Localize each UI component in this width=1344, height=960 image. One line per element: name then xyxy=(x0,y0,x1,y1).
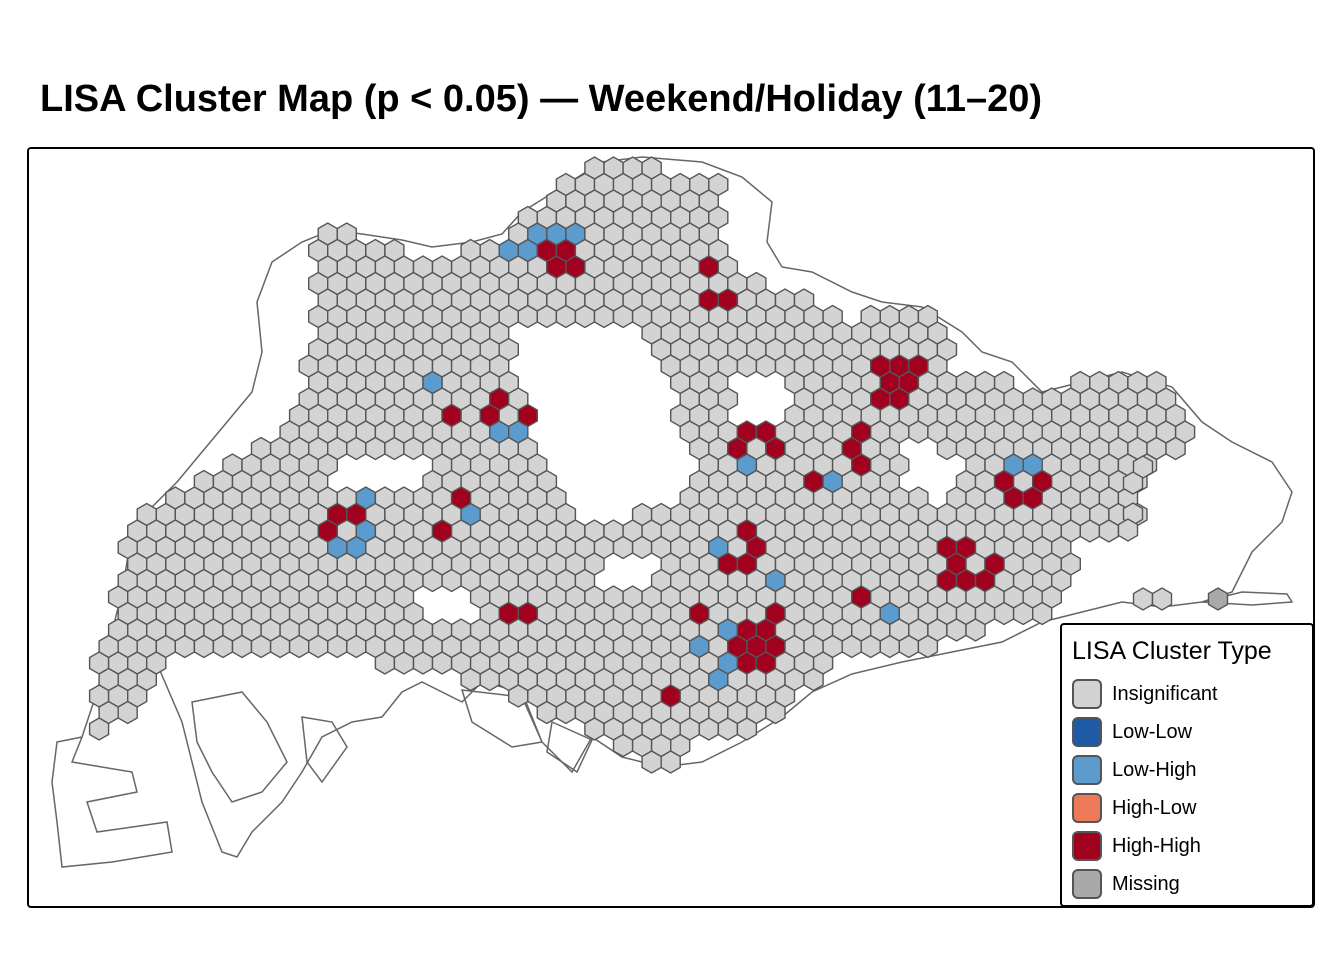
hex-cell-insignificant xyxy=(908,420,929,444)
hex-cell-missing xyxy=(1207,587,1229,611)
hex-cell-insignificant xyxy=(574,304,596,329)
hex-cell-insignificant xyxy=(422,568,443,593)
east-coast-tip xyxy=(1201,591,1294,606)
jurong-island xyxy=(191,691,288,803)
hex-cell-insignificant xyxy=(584,717,605,741)
hex-cell-insignificant xyxy=(1117,518,1139,542)
map-panel[interactable] xyxy=(27,147,1315,908)
hex-cell-insignificant xyxy=(765,700,786,725)
hex-cell-insignificant xyxy=(555,700,577,725)
hex-cell-insignificant xyxy=(269,634,291,659)
hex-cell-insignificant xyxy=(403,436,424,461)
hex-cell-insignificant xyxy=(1122,471,1144,495)
hex-cell-insignificant xyxy=(641,750,662,774)
hex-cell-insignificant xyxy=(517,304,538,329)
hex-cell-insignificant xyxy=(593,304,615,329)
hex-cell-insignificant xyxy=(88,717,110,741)
legend-title: LISA Cluster Type xyxy=(1072,637,1272,665)
hex-cell-insignificant xyxy=(1012,601,1034,626)
harbour-islet-1 xyxy=(301,716,348,784)
hex-cell-insignificant xyxy=(460,667,481,692)
legend-label: Missing xyxy=(1112,873,1180,895)
hex-cell-insignificant xyxy=(231,634,253,659)
insignificant-swatch xyxy=(1072,679,1102,709)
hex-cell-insignificant xyxy=(374,651,396,675)
legend-label: Insignificant xyxy=(1112,683,1218,705)
hex-cell-insignificant xyxy=(1079,519,1101,543)
hex-cell-insignificant xyxy=(346,436,367,461)
hexagon-grid xyxy=(88,156,1229,774)
hex-cell-insignificant xyxy=(508,684,529,708)
high-high-swatch xyxy=(1072,831,1102,861)
hex-cell-insignificant xyxy=(412,651,434,675)
hex-cell-insignificant xyxy=(612,535,634,560)
hex-cell-insignificant xyxy=(536,700,558,725)
hex-cell-insignificant xyxy=(660,750,681,774)
western-reclaimed-land xyxy=(51,735,173,868)
hex-cell-insignificant xyxy=(717,717,739,741)
hex-cell-insignificant xyxy=(346,634,367,659)
hex-cell-insignificant xyxy=(555,304,577,329)
hex-cell-insignificant xyxy=(308,634,329,659)
hex-cell-insignificant xyxy=(431,651,453,675)
hex-cell-insignificant xyxy=(993,601,1015,626)
low-high-swatch xyxy=(1072,755,1102,785)
hex-cell-insignificant xyxy=(1098,519,1120,543)
hex-cell-insignificant xyxy=(631,535,653,560)
hex-cell-insignificant xyxy=(946,618,967,642)
hex-cell-insignificant xyxy=(936,436,958,461)
hex-cell-insignificant xyxy=(612,733,634,758)
hex-cell-insignificant xyxy=(193,634,215,659)
hex-cell-insignificant xyxy=(736,717,758,741)
hex-cell-insignificant xyxy=(755,354,777,378)
hex-cell-insignificant xyxy=(965,618,986,642)
hex-cell-insignificant xyxy=(212,634,234,659)
legend-label: High-High xyxy=(1112,835,1201,857)
hex-cell-insignificant xyxy=(1151,587,1173,611)
hex-cell-insignificant xyxy=(1165,436,1186,461)
legend-label: Low-Low xyxy=(1112,721,1193,743)
hex-cell-insignificant xyxy=(327,634,348,659)
legend: LISA Cluster Type Insignificant Low-Low … xyxy=(1060,623,1314,907)
hex-cell-insignificant xyxy=(898,634,920,659)
hex-cell-insignificant xyxy=(860,634,881,659)
legend-label: Low-High xyxy=(1112,759,1197,781)
hex-cell-insignificant xyxy=(479,667,500,692)
hex-cell-insignificant xyxy=(917,634,939,659)
hex-cell-insignificant xyxy=(536,304,558,329)
hex-cell-insignificant xyxy=(365,436,386,461)
harbour-islet-3 xyxy=(546,720,594,774)
hex-cell-insignificant xyxy=(736,354,758,378)
legend-label: High-Low xyxy=(1112,797,1197,819)
hex-cell-insignificant xyxy=(288,634,310,659)
missing-swatch xyxy=(1072,869,1102,899)
hex-cell-insignificant xyxy=(441,568,462,593)
hex-cell-insignificant xyxy=(174,634,196,659)
hex-cell-insignificant xyxy=(612,304,634,329)
hex-cell-insignificant xyxy=(1132,587,1154,611)
lisa-map xyxy=(51,156,1294,868)
mainland-coastline xyxy=(81,156,1293,858)
high-low-swatch xyxy=(1072,793,1102,823)
hex-cell-insignificant xyxy=(1032,601,1053,626)
hex-cell-insignificant xyxy=(803,667,824,692)
hex-cell-insignificant xyxy=(250,634,272,659)
hex-cell-insignificant xyxy=(393,651,415,675)
hex-cell-insignificant xyxy=(879,634,900,659)
hex-cell-insignificant xyxy=(698,717,719,741)
hex-cell-insignificant xyxy=(117,700,138,725)
hex-cell-insignificant xyxy=(841,634,862,659)
low-low-swatch xyxy=(1072,717,1102,747)
map-title: LISA Cluster Map (p < 0.05) — Weekend/Ho… xyxy=(40,78,1043,120)
hex-cell-insignificant xyxy=(384,436,405,461)
